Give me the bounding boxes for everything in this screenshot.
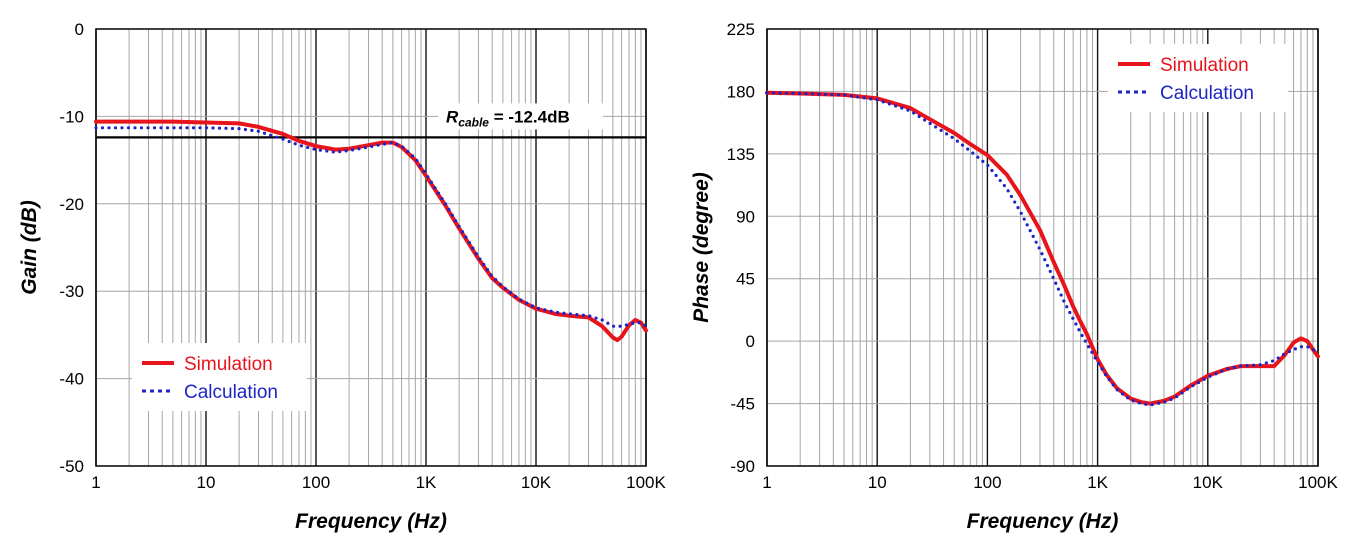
x-axis-label: Frequency (Hz)	[295, 510, 447, 533]
x-tick-label: 10	[197, 473, 216, 492]
annotation-box	[438, 103, 603, 130]
legend-box	[132, 343, 307, 411]
y-tick-label: -45	[730, 395, 755, 414]
legend-label-calculation: Calculation	[184, 382, 278, 403]
x-tick-label: 1K	[1087, 473, 1108, 492]
x-tick-label: 1	[762, 473, 771, 492]
x-tick-label: 10	[868, 473, 887, 492]
legend-label-simulation: Simulation	[184, 354, 273, 375]
legend: Simulation Calculation	[132, 343, 307, 411]
y-tick-label: -30	[59, 282, 84, 301]
y-axis-label: Phase (degree)	[690, 172, 713, 323]
y-tick-label: -50	[59, 457, 84, 476]
plot-frame	[95, 28, 647, 467]
legend: Simulation Calculation	[1108, 44, 1288, 112]
legend-label-calculation: Calculation	[1160, 83, 1254, 104]
y-tick-label: -40	[59, 370, 84, 389]
y-tick-label: 0	[75, 20, 84, 39]
plot-frame	[766, 28, 1319, 467]
legend-box	[1108, 44, 1288, 112]
y-tick-label: 0	[746, 332, 755, 351]
y-axis-label: Gain (dB)	[18, 200, 41, 295]
x-tick-label: 1K	[416, 473, 437, 492]
y-tick-label: 180	[727, 82, 755, 101]
y-tick-label: 225	[727, 20, 755, 39]
series-line-calculation	[94, 126, 648, 328]
x-tick-label: 100K	[1298, 473, 1338, 492]
x-tick-label: 1	[91, 473, 100, 492]
x-tick-label: 100	[302, 473, 330, 492]
y-tick-label: 135	[727, 145, 755, 164]
x-axis-label: Frequency (Hz)	[967, 510, 1119, 533]
legend-label-simulation: Simulation	[1160, 55, 1249, 76]
x-tick-label: 100K	[626, 473, 666, 492]
y-tick-label: 45	[736, 270, 755, 289]
chart-1: 1 10 100 1K 10K 100K 0 -10 -20 -30 -40 -50 Frequency…	[18, 20, 667, 533]
y-tick-label: -20	[59, 195, 84, 214]
series-line-calculation	[765, 91, 1320, 407]
x-tick-label: 10K	[1193, 473, 1224, 492]
reference-annotation: Rcable = -12.4dB	[446, 107, 570, 129]
y-tick-label: -10	[59, 107, 84, 126]
x-tick-label: 10K	[521, 473, 552, 492]
chart-2: 1 10 100 1K 10K 100K 225 180 135 90 45 0 -45 -90 Frequ…	[690, 20, 1339, 533]
y-tick-label: 90	[736, 207, 755, 226]
y-tick-label: -90	[730, 457, 755, 476]
x-tick-label: 100	[973, 473, 1001, 492]
